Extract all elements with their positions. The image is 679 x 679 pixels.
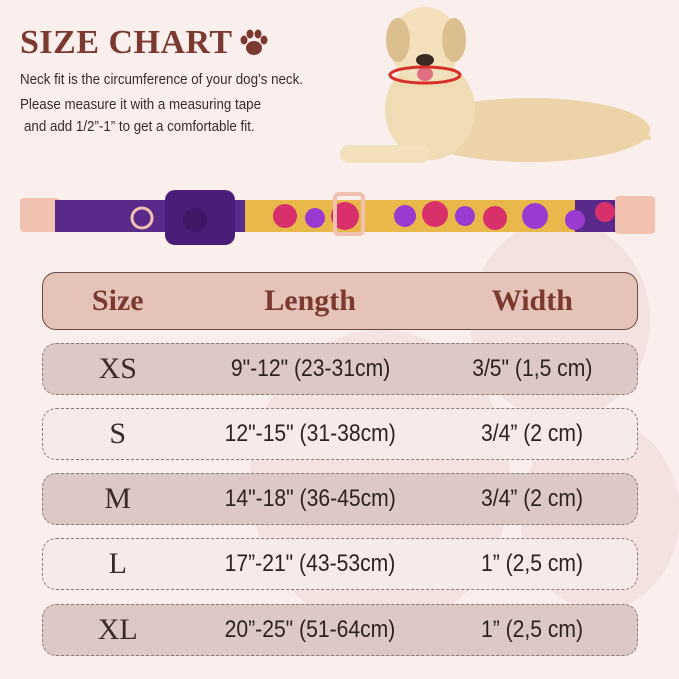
table-row: XL 20”-25" (51-64cm) 1” (2,5 cm) <box>42 604 638 656</box>
length-cell: 14"-18" (36-45cm) <box>224 485 396 512</box>
header-width: Width <box>491 284 573 317</box>
table-header: Size Length Width <box>42 272 638 330</box>
table-row: S 12"-15" (31-38cm) 3/4” (2 cm) <box>42 408 638 460</box>
length-cell: 17”-21" (43-53cm) <box>224 550 396 577</box>
table-row: M 14"-18" (36-45cm) 3/4” (2 cm) <box>42 473 638 525</box>
table-row: L 17”-21" (43-53cm) 1” (2,5 cm) <box>42 538 638 590</box>
title-text: SIZE CHART <box>20 24 233 61</box>
dog-image <box>340 7 651 163</box>
width-cell: 3/5" (1,5 cm) <box>472 355 593 382</box>
size-cell: XS <box>98 352 137 385</box>
table-row: XS 9"-12" (23-31cm) 3/5" (1,5 cm) <box>42 343 638 395</box>
width-cell: 3/4” (2 cm) <box>481 420 584 447</box>
description-line: Please measure it with a measuring tape <box>20 97 261 113</box>
size-cell: L <box>108 547 127 580</box>
length-cell: 20”-25" (51-64cm) <box>224 616 396 643</box>
length-cell: 12"-15" (31-38cm) <box>224 420 396 447</box>
size-cell: M <box>104 482 132 515</box>
description-line: Neck fit is the circumference of your do… <box>20 72 303 88</box>
width-cell: 1” (2,5 cm) <box>481 550 584 577</box>
width-cell: 1” (2,5 cm) <box>481 616 584 643</box>
paw-icon <box>240 29 268 55</box>
size-cell: XL <box>97 613 138 646</box>
collar-image <box>20 190 655 245</box>
page-title: SIZE CHART <box>20 24 269 62</box>
description-line: and add 1/2”-1” to get a comfortable fit… <box>24 119 255 135</box>
header-length: Length <box>264 284 356 317</box>
header-size: Size <box>91 284 144 317</box>
size-cell: S <box>109 417 127 450</box>
width-cell: 3/4” (2 cm) <box>481 485 584 512</box>
length-cell: 9"-12" (23-31cm) <box>230 355 390 382</box>
